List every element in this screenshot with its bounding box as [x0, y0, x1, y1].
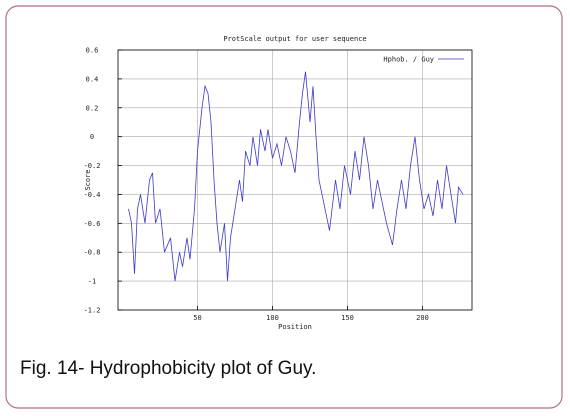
y-tick-label: -0.2 [84, 162, 101, 170]
x-tick-label: 100 [266, 314, 279, 322]
y-axis-label: Score [84, 169, 92, 190]
chart-title: ProtScale output for user sequence [223, 35, 366, 43]
legend-label: Hphob. / Guy [383, 56, 434, 64]
x-tick-label: 200 [416, 314, 429, 322]
y-tick-label: -1.2 [84, 307, 101, 315]
y-tick-label: -0.6 [84, 220, 101, 228]
x-axis-label: Position [278, 323, 312, 331]
caption: Fig. 14- Hydrophobicity plot of Guy. [20, 358, 316, 379]
series-line [128, 71, 464, 282]
plot-border [117, 49, 473, 311]
y-tick-label: 0 [90, 133, 94, 141]
x-tick-label: 150 [341, 314, 354, 322]
y-tick-label: -1 [88, 278, 96, 286]
y-tick-label: -0.8 [84, 249, 101, 257]
y-tick-label: -0.4 [84, 191, 101, 199]
y-tick-label: 0.6 [86, 47, 99, 55]
y-tick-label: 0.2 [86, 104, 99, 112]
frame [5, 5, 563, 409]
y-tick-label: 0.4 [86, 75, 99, 83]
x-tick-label: 50 [193, 314, 201, 322]
